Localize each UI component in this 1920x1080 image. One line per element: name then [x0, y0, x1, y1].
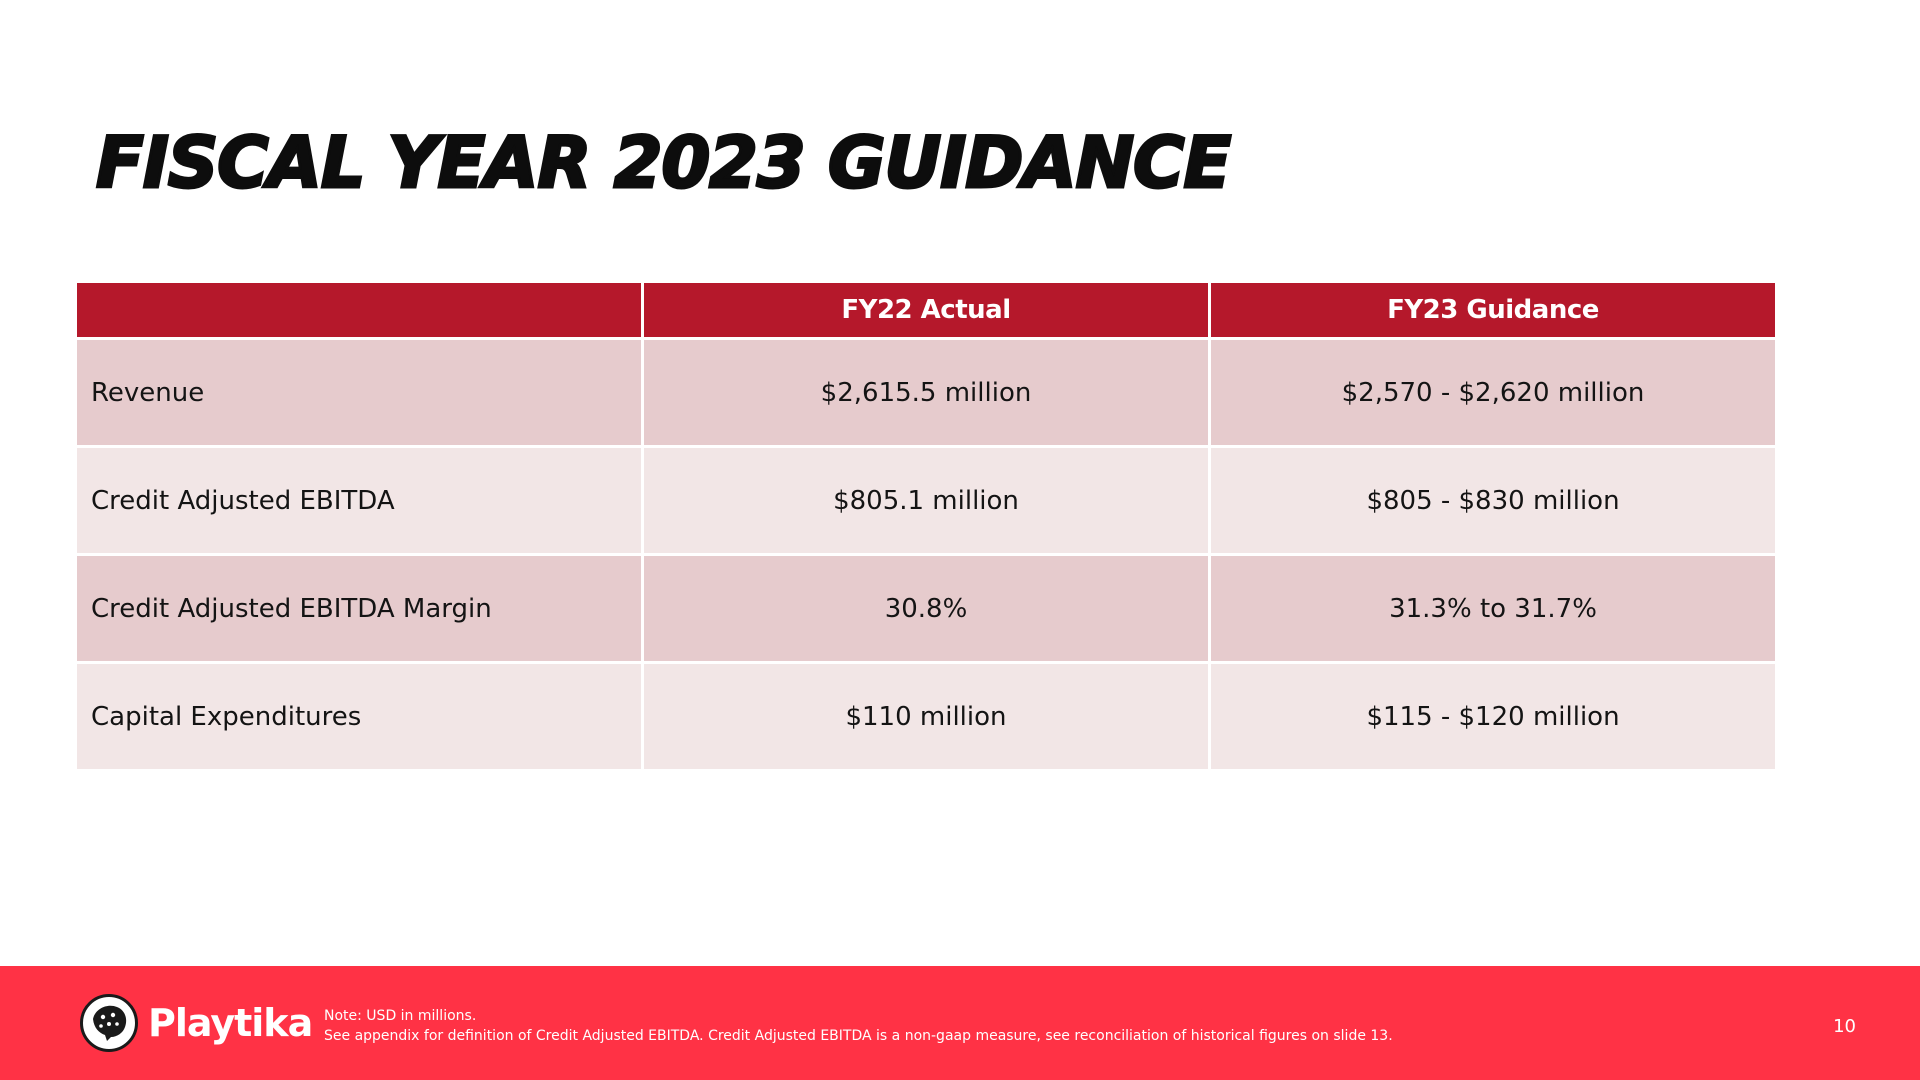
guidance-table: FY22 Actual FY23 Guidance Revenue $2,615…: [74, 280, 1778, 772]
note-line: Note: USD in millions.: [324, 1008, 477, 1024]
header-cell-fy23: FY23 Guidance: [1211, 283, 1775, 337]
table-row: Credit Adjusted EBITDA $805.1 million $8…: [77, 448, 1775, 553]
cheetah-icon: [80, 994, 138, 1052]
playtika-logo: Playtika: [80, 994, 313, 1052]
logo-wordmark: Playtika: [148, 1001, 313, 1045]
page-title: FISCAL YEAR 2023 GUIDANCE: [94, 121, 1232, 206]
row-label: Credit Adjusted EBITDA: [77, 448, 641, 553]
fy23-value: $805 - $830 million: [1211, 448, 1775, 553]
fy23-value: 31.3% to 31.7%: [1211, 556, 1775, 661]
row-label: Credit Adjusted EBITDA Margin: [77, 556, 641, 661]
row-label: Capital Expenditures: [77, 664, 641, 769]
table-row: Revenue $2,615.5 million $2,570 - $2,620…: [77, 340, 1775, 445]
header-cell-metric: [77, 283, 641, 337]
fy22-value: $805.1 million: [644, 448, 1208, 553]
table-header-row: FY22 Actual FY23 Guidance: [77, 283, 1775, 337]
row-label: Revenue: [77, 340, 641, 445]
guidance-table-container: FY22 Actual FY23 Guidance Revenue $2,615…: [77, 283, 1775, 769]
footer-bar: Playtika Note: USD in millions. See appe…: [0, 966, 1920, 1080]
fy22-value: $110 million: [644, 664, 1208, 769]
page-number: 10: [1833, 1016, 1856, 1037]
footnotes: Note: USD in millions. See appendix for …: [324, 1006, 1393, 1046]
header-cell-fy22: FY22 Actual: [644, 283, 1208, 337]
note-line: See appendix for definition of Credit Ad…: [324, 1028, 1393, 1044]
table-row: Capital Expenditures $110 million $115 -…: [77, 664, 1775, 769]
fy22-value: $2,615.5 million: [644, 340, 1208, 445]
fy23-value: $2,570 - $2,620 million: [1211, 340, 1775, 445]
fy23-value: $115 - $120 million: [1211, 664, 1775, 769]
table-row: Credit Adjusted EBITDA Margin 30.8% 31.3…: [77, 556, 1775, 661]
fy22-value: 30.8%: [644, 556, 1208, 661]
